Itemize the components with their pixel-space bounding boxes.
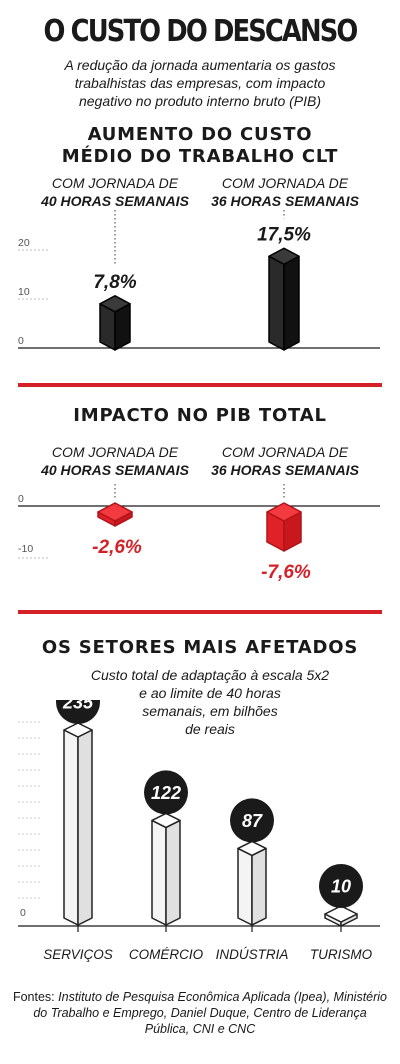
bar-right-face <box>283 255 300 351</box>
bar-right-face <box>165 819 181 926</box>
value-bubble <box>319 864 363 908</box>
chart3-subtitle: Custo total de adaptação à escala 5x2 e … <box>60 666 360 738</box>
bar-left-face <box>268 255 285 351</box>
category-label: COMÉRCIO <box>129 947 204 962</box>
category-label: INDÚSTRIA <box>216 947 289 962</box>
chart2-title-line: IMPACTO NO PIB TOTAL <box>73 405 327 426</box>
bar-right-face <box>251 847 267 926</box>
chart2-title: IMPACTO NO PIB TOTAL <box>0 405 400 427</box>
chart1-category-36h: COM JORNADA DE 36 HORAS SEMANAIS <box>200 174 370 210</box>
chart2-category-36h: COM JORNADA DE 36 HORAS SEMANAIS <box>200 443 370 479</box>
category-label: SERVIÇOS <box>43 947 113 962</box>
category-line1: COM JORNADA DE <box>221 175 349 191</box>
category-line2: 36 HORAS SEMANAIS <box>211 462 359 478</box>
category-line1: COM JORNADA DE <box>221 444 349 460</box>
category-line1: COM JORNADA DE <box>51 444 179 460</box>
subtitle-line: negativo no produto interno bruto (PIB) <box>78 93 322 109</box>
y-tick-label: 10 <box>18 286 30 298</box>
data-label: 10 <box>331 877 351 897</box>
value-bubble <box>144 770 188 815</box>
data-label: 17,5% <box>257 224 311 245</box>
bar <box>237 840 267 926</box>
bar <box>324 905 358 927</box>
sources-note: Fontes: Instituto de Pesquisa Econômica … <box>10 989 390 1037</box>
sources-label: Fontes: <box>12 990 55 1004</box>
chart3-subtitle-line: e ao limite de 40 horas <box>139 685 281 701</box>
data-label: 235 <box>62 700 94 713</box>
bar-top-face <box>268 247 300 265</box>
chart2-category-40h: COM JORNADA DE 40 HORAS SEMANAIS <box>30 443 200 479</box>
chart3-subtitle-line: semanais, em bilhões <box>142 703 278 719</box>
category-line1: COM JORNADA DE <box>51 175 179 191</box>
y-tick-label: -10 <box>18 543 33 555</box>
bar-left-face <box>151 819 167 926</box>
value-bubble <box>56 700 100 724</box>
bar <box>97 502 133 527</box>
sources-text: Instituto de Pesquisa Econômica Aplicada… <box>33 990 388 1036</box>
data-label: -2,6% <box>92 537 142 558</box>
y-tick-label: 0 <box>18 335 24 347</box>
bar <box>266 502 302 552</box>
bar-top-face <box>237 840 267 857</box>
category-line2: 36 HORAS SEMANAIS <box>211 193 359 209</box>
value-bubble <box>230 798 274 843</box>
data-label: 122 <box>151 783 181 803</box>
chart3-plot: 0 235 SERVIÇOS 122 COMÉRCIO 87 INDÚSTRIA 10 TURI… <box>18 700 380 962</box>
chart3-title-line: OS SETORES MAIS AFETADOS <box>41 637 359 658</box>
bar <box>63 722 93 926</box>
page-title: O CUSTO DO DESCANSO <box>43 14 359 49</box>
chart3-subtitle-line: Custo total de adaptação à escala 5x2 <box>90 667 330 683</box>
category-line2: 40 HORAS SEMANAIS <box>41 193 189 209</box>
chart3-subtitle-line: de reais <box>185 721 235 737</box>
chart1-title-line: MÉDIO DO TRABALHO CLT <box>61 146 339 167</box>
section-divider <box>18 383 382 387</box>
chart1-title-line: AUMENTO DO CUSTO <box>87 124 313 145</box>
bar-left-face <box>63 729 79 926</box>
data-label: 87 <box>242 811 263 831</box>
subtitle-line: A redução da jornada aumentaria os gasto… <box>64 57 336 73</box>
bar-right-face <box>77 729 93 926</box>
bar <box>151 812 181 926</box>
data-label: -7,6% <box>261 562 311 583</box>
category-label: TURISMO <box>310 947 373 962</box>
bar <box>268 247 300 351</box>
data-label: 7,8% <box>93 272 136 293</box>
section-divider <box>18 610 382 614</box>
bar-top-face <box>151 812 181 829</box>
y-tick-label: 0 <box>20 907 26 919</box>
bar-top-face <box>324 905 358 923</box>
category-line2: 40 HORAS SEMANAIS <box>41 462 189 478</box>
bar-top-face <box>266 502 302 522</box>
subtitle-line: trabalhistas das empresas, com impacto <box>74 75 326 91</box>
chart2-plot: 0 -10 -2,6% -7,6% <box>18 484 380 583</box>
bar-top-face <box>99 295 131 313</box>
chart1-plot: 0 10 20 7,8% 17,5% <box>18 210 380 351</box>
y-tick-label: 20 <box>18 237 30 249</box>
chart1-title: AUMENTO DO CUSTO MÉDIO DO TRABALHO CLT <box>0 124 400 168</box>
chart1-category-40h: COM JORNADA DE 40 HORAS SEMANAIS <box>30 174 200 210</box>
y-tick-label: 0 <box>18 493 24 505</box>
bar-left-face <box>237 847 253 926</box>
bar-top-face <box>63 722 93 738</box>
bar <box>99 295 131 351</box>
chart3-title: OS SETORES MAIS AFETADOS <box>0 637 400 659</box>
bar-top-face <box>97 502 133 522</box>
page-subtitle: A redução da jornada aumentaria os gasto… <box>40 56 360 110</box>
